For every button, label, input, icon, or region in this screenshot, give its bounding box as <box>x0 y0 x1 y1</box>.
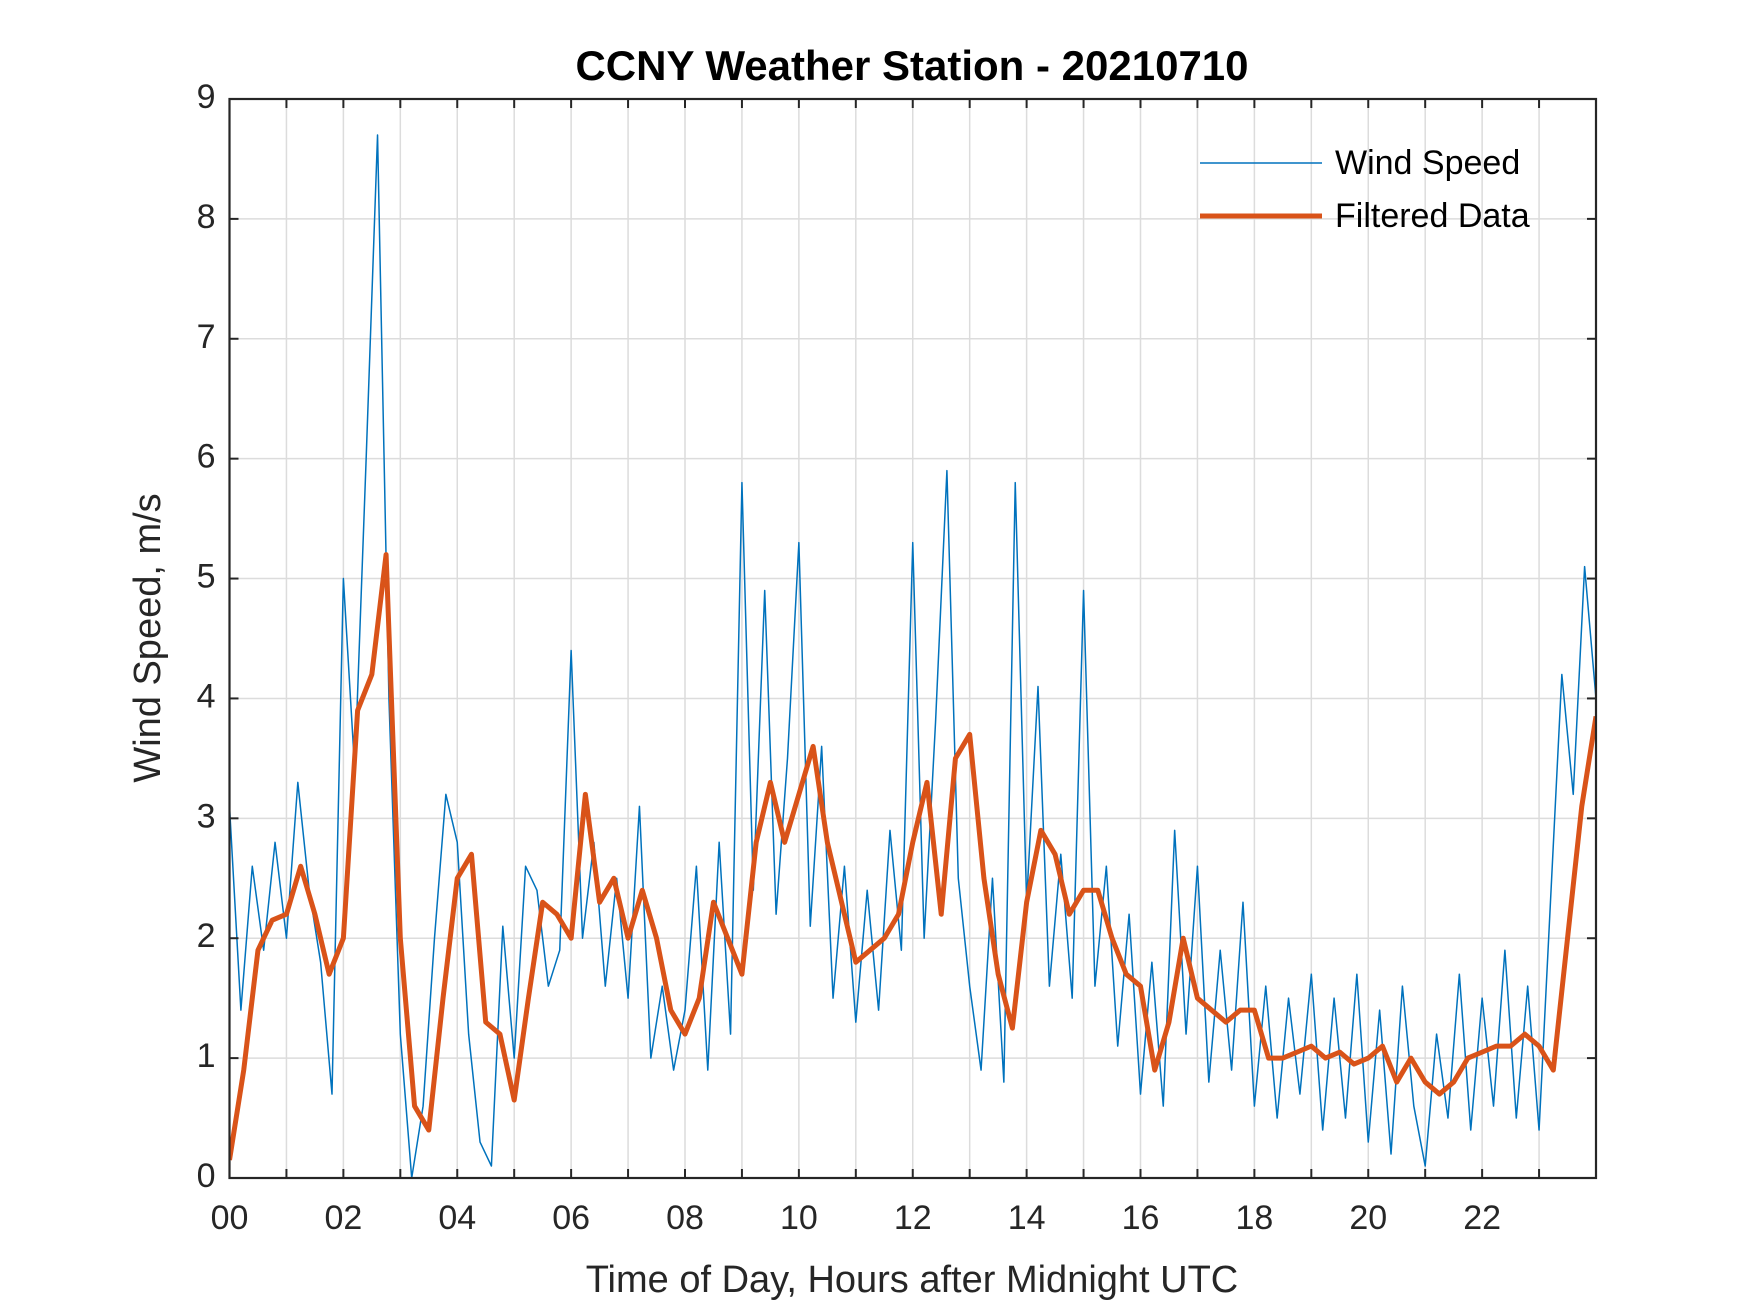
chart-title: CCNY Weather Station - 20210710 <box>575 42 1248 89</box>
x-tick-label: 06 <box>552 1199 590 1237</box>
y-tick-label: 5 <box>197 558 216 596</box>
x-tick-label: 08 <box>666 1199 704 1237</box>
legend-label: Wind Speed <box>1335 144 1520 182</box>
y-tick-label: 9 <box>197 78 216 116</box>
x-tick-label: 16 <box>1122 1199 1160 1237</box>
x-tick-label: 22 <box>1463 1199 1501 1237</box>
y-tick-label: 8 <box>197 198 216 236</box>
y-axis-label: Wind Speed, m/s <box>127 493 169 782</box>
x-tick-label: 20 <box>1349 1199 1387 1237</box>
y-tick-label: 6 <box>197 438 216 476</box>
y-tick-label: 0 <box>197 1157 216 1195</box>
data-line <box>229 134 1596 1178</box>
y-tick-label: 1 <box>197 1037 216 1075</box>
x-tick-label: 10 <box>780 1199 818 1237</box>
y-tick-label: 3 <box>197 797 216 835</box>
x-tick-label: 00 <box>211 1199 249 1237</box>
x-tick-label: 12 <box>894 1199 932 1237</box>
data-line <box>229 552 1596 1161</box>
legend-label: Filtered Data <box>1335 197 1530 235</box>
x-tick-label: 02 <box>324 1199 362 1237</box>
x-tick-label: 04 <box>438 1199 476 1237</box>
y-tick-label: 4 <box>197 677 216 715</box>
y-tick-label: 2 <box>197 917 216 955</box>
y-tick-label: 7 <box>197 318 216 356</box>
x-tick-label: 14 <box>1008 1199 1046 1237</box>
x-axis-label: Time of Day, Hours after Midnight UTC <box>586 1259 1239 1301</box>
x-tick-label: 18 <box>1235 1199 1273 1237</box>
